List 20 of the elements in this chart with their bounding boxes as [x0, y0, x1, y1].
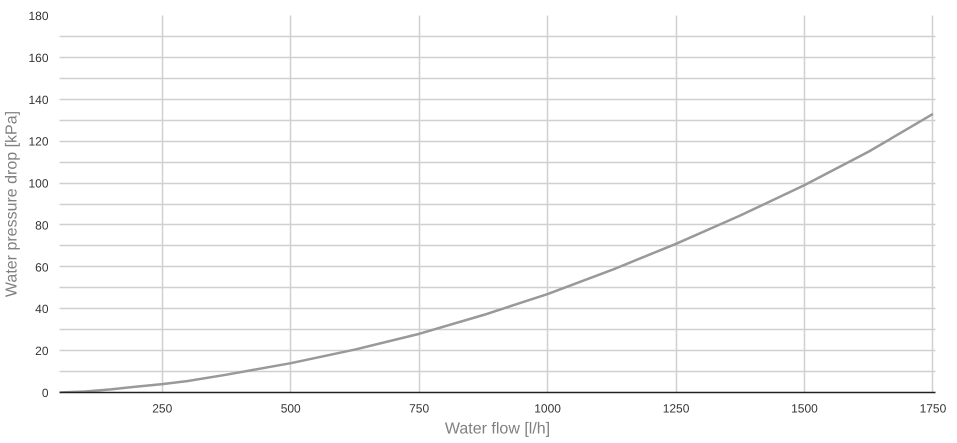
y-tick-label: 120 [28, 134, 49, 149]
x-tick-label: 750 [409, 402, 430, 416]
x-tick-label: 250 [152, 402, 173, 416]
y-tick-label: 40 [35, 302, 49, 316]
x-tick-label: 500 [280, 402, 302, 416]
x-tick-label: 1750 [920, 402, 947, 416]
x-axis-title: Water flow [l/h] [444, 420, 550, 438]
y-tick-label: 0 [42, 386, 49, 400]
y-axis-title: Water pressure drop [kPa] [3, 110, 20, 298]
y-tick-label: 100 [28, 176, 49, 191]
y-tick-label: 180 [28, 9, 49, 23]
y-tick-label: 80 [35, 218, 49, 232]
y-tick-label: 20 [35, 344, 49, 358]
y-tick-label: 60 [35, 260, 49, 274]
y-tick-label: 160 [28, 50, 49, 65]
line-series [60, 112, 934, 392]
x-tick-label: 1500 [791, 402, 818, 416]
x-tick-label: 1250 [662, 402, 690, 416]
x-tick-label: 1000 [534, 402, 562, 416]
y-tick-label: 140 [28, 92, 49, 107]
